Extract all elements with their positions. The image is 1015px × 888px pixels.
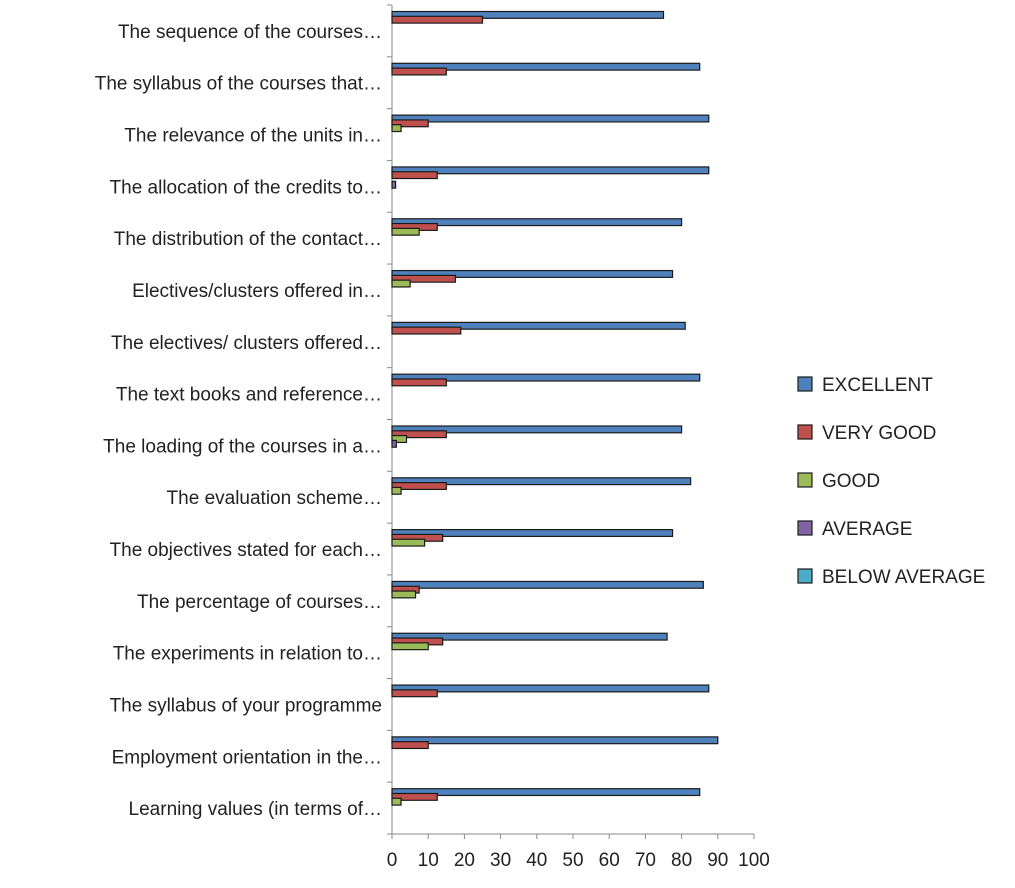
x-tick-label-10: 10 — [418, 850, 439, 871]
legend-label-good: GOOD — [822, 471, 880, 492]
category-label-6: Electives/clusters offered in… — [132, 281, 382, 302]
category-label-2: The syllabus of the courses that… — [95, 74, 382, 95]
x-tick-label-50: 50 — [562, 850, 583, 871]
legend-swatch-excellent — [797, 376, 813, 392]
bar-excellent-8 — [391, 373, 701, 382]
category-label-4: The allocation of the credits to… — [110, 177, 382, 198]
bar-excellent-3 — [391, 114, 710, 123]
bar-very-good-1 — [391, 15, 484, 24]
bars-layer — [391, 10, 719, 806]
x-tick-label-30: 30 — [490, 850, 511, 871]
bar-good-6 — [391, 279, 411, 288]
bar-very-good-10 — [391, 482, 447, 491]
category-label-9: The loading of the courses in a… — [103, 436, 382, 457]
bar-good-16 — [391, 797, 402, 806]
bar-very-good-9 — [391, 430, 447, 439]
bar-excellent-4 — [391, 166, 710, 175]
category-label-5: The distribution of the contact… — [114, 229, 382, 250]
legend-swatch-good — [797, 472, 813, 488]
category-label-12: The percentage of courses… — [137, 592, 382, 613]
category-label-16: Learning values (in terms of… — [129, 799, 382, 820]
category-label-7: The electives/ clusters offered… — [111, 333, 382, 354]
bar-good-9 — [391, 435, 408, 444]
x-tick-label-70: 70 — [635, 850, 656, 871]
category-label-10: The evaluation scheme… — [167, 488, 382, 509]
bar-excellent-16 — [391, 788, 701, 797]
bar-excellent-5 — [391, 218, 683, 227]
bar-very-good-2 — [391, 67, 447, 76]
bar-very-good-15 — [391, 741, 429, 750]
category-label-3: The relevance of the units in… — [124, 126, 382, 147]
bar-excellent-10 — [391, 477, 692, 486]
category-labels: The sequence of the courses… The syllabus… — [95, 22, 382, 820]
category-label-13: The experiments in relation to… — [113, 644, 382, 665]
x-tick-label-80: 80 — [671, 850, 692, 871]
axis-layer — [387, 4, 755, 839]
bar-good-3 — [391, 124, 402, 133]
bar-good-11 — [391, 538, 426, 547]
legend-label-excellent: EXCELLENT — [822, 375, 933, 396]
bar-excellent-2 — [391, 62, 701, 71]
bar-average-4 — [391, 180, 397, 189]
bar-very-good-16 — [391, 792, 438, 801]
bar-very-good-8 — [391, 378, 447, 387]
legend-label-average: AVERAGE — [822, 519, 912, 540]
tick-labels: 0 10 20 30 40 50 60 70 80 90 100 — [387, 850, 770, 871]
bar-excellent-6 — [391, 269, 674, 278]
bar-excellent-13 — [391, 632, 668, 641]
legend: EXCELLENT VERY GOOD GOOD AVERAGE BELOW AVERA… — [797, 375, 985, 588]
category-label-8: The text books and reference… — [116, 385, 382, 406]
category-label-11: The objectives stated for each… — [110, 540, 382, 561]
bar-excellent-14 — [391, 684, 710, 693]
category-label-15: Employment orientation in the… — [112, 747, 382, 768]
legend-swatch-average — [797, 520, 813, 536]
x-tick-label-0: 0 — [387, 850, 398, 871]
bar-excellent-15 — [391, 736, 719, 745]
x-tick-label-40: 40 — [526, 850, 547, 871]
x-tick-label-90: 90 — [707, 850, 728, 871]
bar-very-good-3 — [391, 119, 429, 128]
legend-label-very-good: VERY GOOD — [822, 423, 936, 444]
bar-very-good-7 — [391, 326, 462, 335]
x-tick-label-60: 60 — [599, 850, 620, 871]
bar-excellent-1 — [391, 10, 665, 19]
x-tick-label-20: 20 — [454, 850, 475, 871]
bar-excellent-11 — [391, 529, 674, 538]
bar-very-good-4 — [391, 171, 438, 180]
bar-good-10 — [391, 486, 402, 495]
bar-good-5 — [391, 227, 420, 236]
bar-excellent-9 — [391, 425, 683, 434]
bar-very-good-14 — [391, 689, 438, 698]
legend-swatch-below-average — [797, 568, 813, 584]
bar-good-12 — [391, 590, 417, 599]
bar-excellent-12 — [391, 580, 704, 589]
category-label-1: The sequence of the courses… — [118, 22, 382, 43]
bar-very-good-6 — [391, 274, 456, 283]
bar-average-9 — [391, 439, 397, 448]
legend-swatch-very-good — [797, 424, 813, 440]
category-label-14: The syllabus of your programme — [110, 695, 382, 716]
x-tick-label-100: 100 — [738, 850, 770, 871]
bar-good-13 — [391, 642, 429, 651]
legend-label-below-average: BELOW AVERAGE — [822, 567, 985, 588]
bar-excellent-7 — [391, 321, 686, 330]
